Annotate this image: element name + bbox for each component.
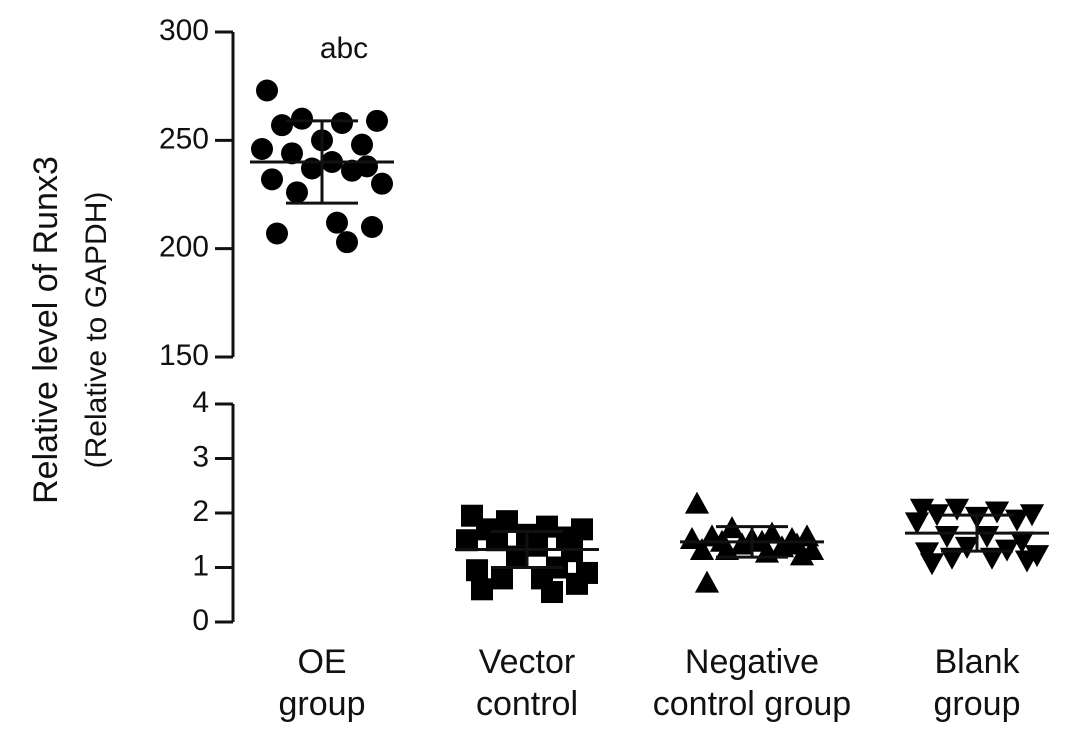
x-tick-label: Blank [934, 643, 1020, 681]
data-point [506, 545, 528, 568]
data-point [944, 498, 970, 521]
data-point [566, 572, 588, 595]
x-tick-label: group [279, 685, 366, 723]
data-point [689, 537, 715, 560]
x-tick-label: control [476, 685, 578, 723]
y-axis-label: (Relative to GAPDH) [80, 192, 113, 469]
data-point [331, 112, 353, 134]
data-point [984, 501, 1010, 524]
data-point [491, 567, 513, 590]
data-point [251, 138, 273, 160]
y-tick-label: 150 [159, 339, 209, 372]
y-tick-label: 200 [159, 231, 209, 264]
x-tick-label: Negative [685, 643, 819, 681]
data-point [526, 534, 548, 557]
data-point [486, 529, 508, 552]
data-point [536, 515, 558, 538]
data-point [286, 181, 308, 204]
data-point [1009, 531, 1035, 554]
data-point [979, 547, 1005, 570]
x-tick-label: group [934, 685, 1021, 723]
data-point [266, 222, 288, 245]
data-point [974, 526, 1000, 548]
data-point [291, 107, 313, 130]
data-point [471, 578, 493, 601]
data-point [351, 133, 373, 156]
data-point [939, 547, 965, 570]
data-point [919, 553, 945, 576]
y-tick-label: 4 [192, 386, 209, 419]
data-point [714, 537, 740, 560]
data-point [256, 79, 278, 102]
y-tick-label: 3 [192, 440, 209, 473]
data-point [271, 114, 293, 137]
data-point [904, 512, 930, 535]
data-point [789, 543, 815, 566]
y-tick-label: 1 [192, 549, 209, 582]
data-point [934, 526, 960, 548]
y-tick-label: 300 [159, 14, 209, 47]
data-point [336, 231, 358, 254]
data-point [679, 527, 705, 550]
data-point [729, 532, 755, 555]
data-point [361, 216, 383, 238]
data-point [341, 159, 363, 182]
data-point [769, 535, 795, 558]
data-point [954, 536, 980, 559]
data-point [1014, 550, 1040, 573]
y-tick-label: 2 [192, 495, 209, 528]
data-point [366, 109, 388, 132]
data-point [684, 491, 710, 514]
data-point [326, 211, 348, 234]
data-point [541, 581, 563, 604]
data-point [694, 570, 720, 593]
data-point [496, 510, 518, 533]
x-tick-label: Vector [479, 643, 575, 681]
y-axis-label: Relative level of Runx3 [27, 156, 65, 504]
data-point [261, 168, 283, 191]
x-tick-label: OE [297, 643, 346, 681]
x-tick-label: control group [653, 685, 851, 723]
y-tick-label: 250 [159, 122, 209, 155]
y-tick-label: 0 [192, 604, 209, 637]
data-point [1004, 509, 1030, 532]
data-point [466, 559, 488, 582]
data-point [371, 172, 393, 195]
data-point [924, 504, 950, 527]
data-point [281, 142, 303, 165]
annotation: abc [320, 32, 368, 65]
data-point [456, 529, 478, 552]
